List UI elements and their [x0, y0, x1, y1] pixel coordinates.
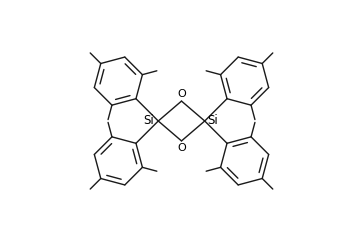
Text: O: O	[177, 89, 186, 98]
Text: O: O	[177, 144, 186, 153]
Text: Si: Si	[143, 114, 154, 128]
Text: Si: Si	[207, 114, 218, 128]
